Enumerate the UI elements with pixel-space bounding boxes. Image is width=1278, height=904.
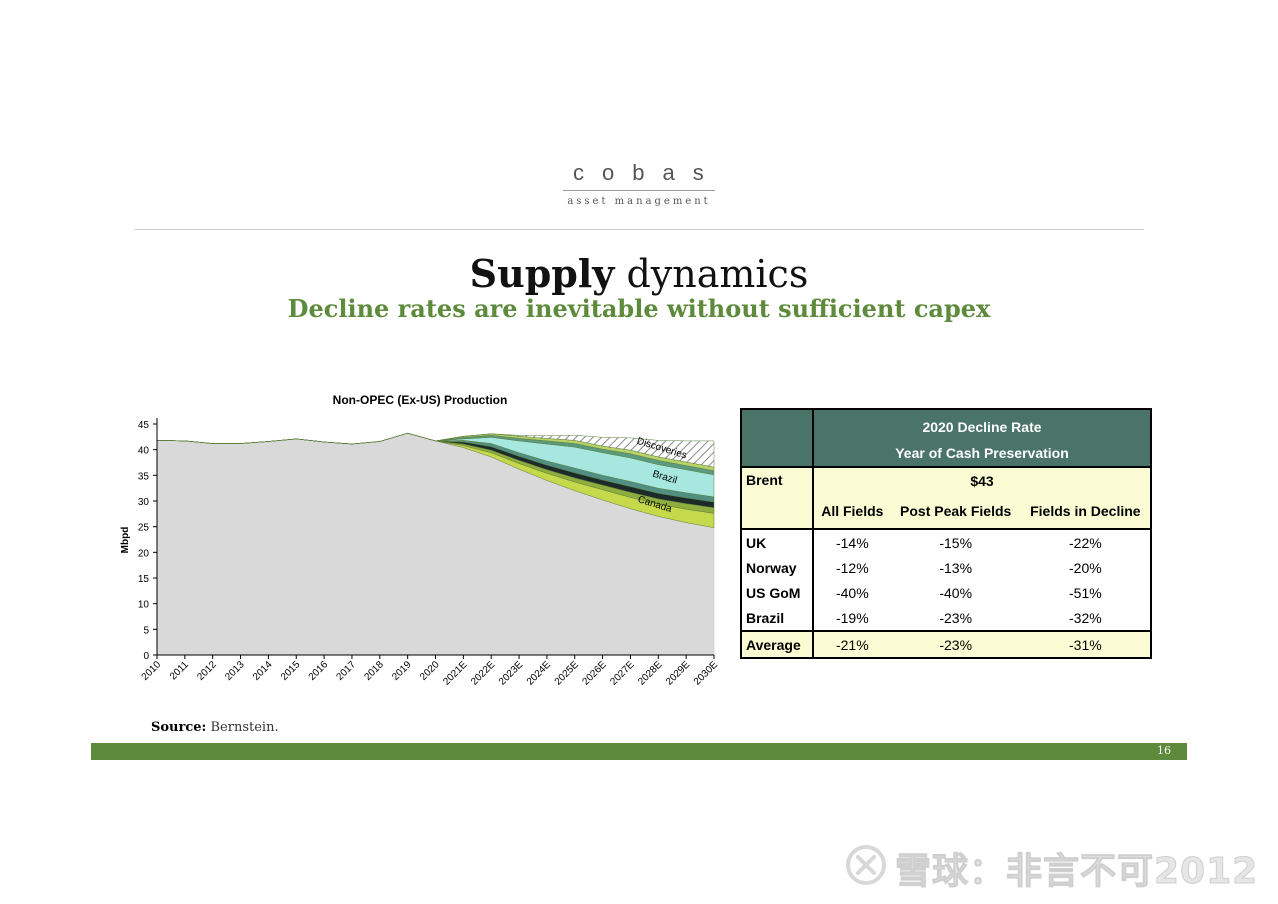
table-cell: -23% xyxy=(890,605,1021,631)
source-note: Source: Bernstein. xyxy=(151,720,279,735)
x-tick-label: 2028E xyxy=(636,659,664,687)
table-row: UK -14% -15% -22% xyxy=(740,529,1153,555)
x-tick-label: 2015 xyxy=(279,659,303,683)
area-series-9 xyxy=(156,432,715,468)
page-number: 16 xyxy=(1157,744,1171,757)
table-cell: -15% xyxy=(890,529,1021,555)
table-header-line2: Year of Cash Preservation xyxy=(812,440,1152,467)
table-row: Brazil -19% -23% -32% xyxy=(740,605,1153,631)
x-tick-label: 2021E xyxy=(441,659,469,687)
row-label: Average xyxy=(740,630,814,659)
column-header: All Fields xyxy=(812,494,891,530)
row-label: US GoM xyxy=(740,580,814,605)
x-tick-label: 2027E xyxy=(608,659,636,687)
y-tick-label: 5 xyxy=(143,625,149,636)
snowball-logo-icon xyxy=(846,845,886,885)
table-cell: -32% xyxy=(1020,605,1153,631)
x-tick-label: 2018 xyxy=(362,659,386,683)
x-tick-label: 2017 xyxy=(335,659,359,683)
y-tick-label: 15 xyxy=(138,574,150,585)
table-cell: -22% xyxy=(1020,529,1153,555)
production-area-chart: Non-OPEC (Ex-US) Production Mbpd 0 5 10 15 2… xyxy=(120,393,720,688)
watermark: 雪球：非言不可2012 xyxy=(845,842,1258,893)
price-value: $43 xyxy=(812,466,1152,494)
table-cell: -31% xyxy=(1020,630,1153,659)
y-tick-label: 30 xyxy=(138,497,150,508)
header-divider xyxy=(134,229,1144,230)
row-label: Norway xyxy=(740,555,814,580)
table-cell: -21% xyxy=(812,630,891,659)
x-tick-label: 2014 xyxy=(251,659,275,683)
y-tick-label: 10 xyxy=(138,600,150,611)
chart-title: Non-OPEC (Ex-US) Production xyxy=(333,393,508,407)
watermark-text: 雪球：非言不可2012 xyxy=(894,851,1259,893)
row-label: UK xyxy=(740,529,814,555)
y-tick-label: 40 xyxy=(138,446,150,457)
cobas-logo: cobas asset management xyxy=(563,160,715,207)
table-cell: -19% xyxy=(812,605,891,631)
y-axis-label: Mbpd xyxy=(120,527,131,554)
x-tick-label: 2012 xyxy=(195,659,219,683)
table-cell: -14% xyxy=(812,529,891,555)
x-tick-label: 2010 xyxy=(140,659,164,683)
slide-title-light: dynamics xyxy=(626,252,809,296)
logo-tagline: asset management xyxy=(567,196,711,207)
x-tick-label: 2020 xyxy=(418,659,442,683)
area-layers xyxy=(156,432,715,656)
table-average-row: Average -21% -23% -31% xyxy=(740,630,1153,659)
x-tick-label: 2025E xyxy=(553,659,581,687)
logo-name: cobas xyxy=(573,160,722,185)
y-axis: 0 5 10 15 20 25 30 35 40 45 xyxy=(138,418,158,662)
slide-subtitle: Decline rates are inevitable without suf… xyxy=(287,294,991,323)
slide-title-bold: Supply xyxy=(469,251,615,296)
table-cell: -12% xyxy=(812,555,891,580)
decline-rate-table: 2020 Decline Rate Year of Cash Preservat… xyxy=(740,408,1153,659)
table-cell: -13% xyxy=(890,555,1021,580)
table-cell: -40% xyxy=(812,580,891,605)
x-axis: 2010 2011 2012 2013 2014 2015 2016 2017 2018 2019… xyxy=(140,654,720,688)
column-header: Post Peak Fields xyxy=(890,494,1021,530)
x-tick-label: 2029E xyxy=(664,659,692,687)
price-label: Brent xyxy=(740,466,814,530)
x-tick-label: 2022E xyxy=(469,659,497,687)
table-cell: -20% xyxy=(1020,555,1153,580)
x-tick-label: 2019 xyxy=(390,659,414,683)
table-cell: -40% xyxy=(890,580,1021,605)
slide-title: Supply dynamics xyxy=(0,250,1278,298)
table-row: US GoM -40% -40% -51% xyxy=(740,580,1153,605)
y-tick-label: 20 xyxy=(138,548,150,559)
source-text: Bernstein. xyxy=(210,720,279,735)
table-header-line1: 2020 Decline Rate xyxy=(812,408,1152,440)
column-header: Fields in Decline xyxy=(1020,494,1153,530)
table-corner xyxy=(740,408,814,467)
y-tick-label: 25 xyxy=(138,523,150,534)
y-tick-label: 35 xyxy=(138,471,150,482)
table-row: Norway -12% -13% -20% xyxy=(740,555,1153,580)
y-tick-label: 0 xyxy=(143,651,149,662)
table-cell: -51% xyxy=(1020,580,1153,605)
footer-bar: 16 xyxy=(91,743,1187,760)
x-tick-label: 2016 xyxy=(307,659,331,683)
x-tick-label: 2024E xyxy=(525,659,553,687)
x-tick-label: 2011 xyxy=(168,659,191,682)
y-tick-label: 45 xyxy=(138,420,150,431)
source-label: Source: xyxy=(151,720,207,735)
x-tick-label: 2023E xyxy=(497,659,525,687)
table-cell: -23% xyxy=(890,630,1021,659)
x-tick-label: 2030E xyxy=(692,659,720,687)
logo-divider xyxy=(563,190,715,191)
x-tick-label: 2013 xyxy=(223,659,247,683)
row-label: Brazil xyxy=(740,605,814,631)
x-tick-label: 2026E xyxy=(580,659,608,687)
